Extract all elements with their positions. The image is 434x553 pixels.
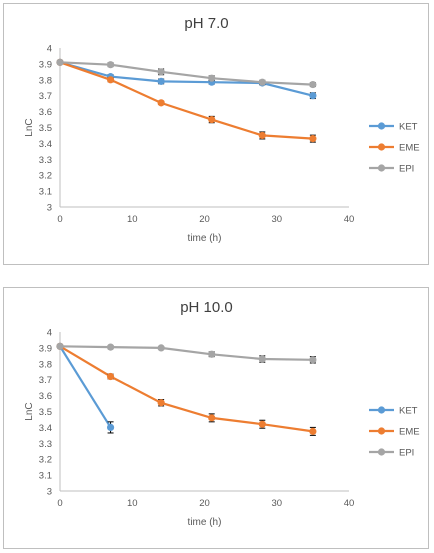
x-tick-label: 40 <box>344 214 355 225</box>
x-tick-label: 10 <box>127 498 138 509</box>
data-point <box>56 342 64 350</box>
legend-marker <box>377 164 386 172</box>
x-axis-title: time (h) <box>188 233 222 244</box>
x-tick-label: 30 <box>271 214 282 225</box>
y-tick-label: 3.1 <box>39 471 52 482</box>
data-point <box>309 80 317 89</box>
legend-marker <box>377 143 386 151</box>
legend-entry-eme: EME <box>369 143 420 154</box>
series-line <box>59 345 314 433</box>
data-point <box>157 77 165 85</box>
x-tick-label: 0 <box>57 214 62 225</box>
legend-entry-epi: EPI <box>369 448 414 459</box>
chart-title: pH 10.0 <box>180 299 233 316</box>
series-line <box>59 61 313 140</box>
data-point <box>309 92 317 100</box>
data-point <box>309 135 317 143</box>
data-point <box>258 131 266 140</box>
data-point <box>258 78 266 86</box>
legend-marker <box>377 448 386 456</box>
y-tick-label: 3.8 <box>39 359 52 370</box>
y-tick-label: 3.4 <box>39 423 52 434</box>
data-point <box>208 414 216 422</box>
series-epi <box>56 342 317 364</box>
chart-ph7: pH 7.033.13.23.33.43.53.63.73.83.940 10 20… <box>24 15 420 244</box>
data-point <box>157 399 165 407</box>
legend-label: EME <box>399 427 420 438</box>
data-point <box>157 344 165 352</box>
x-tick-label: 10 <box>127 214 138 225</box>
series-epi <box>56 58 317 89</box>
series-line <box>59 61 313 86</box>
data-point <box>258 420 266 428</box>
y-tick-label: 3.6 <box>39 391 52 402</box>
y-tick-label: 3.2 <box>39 171 52 182</box>
x-axis-title: time (h) <box>188 517 222 528</box>
data-point <box>208 115 216 124</box>
y-tick-label: 4 <box>47 328 52 339</box>
y-tick-label: 4 <box>47 44 52 55</box>
y-tick-label: 3.5 <box>39 407 52 418</box>
y-tick-label: 3 <box>47 203 52 214</box>
series-line <box>59 345 112 428</box>
x-tick-label: 40 <box>344 498 355 509</box>
y-tick-label: 3.7 <box>39 375 52 386</box>
legend-label: KET <box>399 406 418 417</box>
data-point <box>208 74 216 82</box>
data-point <box>56 58 64 66</box>
x-tick-label: 20 <box>199 214 210 225</box>
data-point <box>106 76 115 84</box>
chart-ph10: pH 10.033.13.23.33.43.53.63.73.83.940 10 2… <box>24 299 420 528</box>
legend-label: EPI <box>399 448 414 459</box>
y-tick-label: 3 <box>47 487 52 498</box>
legend-marker <box>377 406 386 414</box>
series-line <box>59 61 314 97</box>
legend-entry-epi: EPI <box>369 164 414 175</box>
y-tick-label: 3.3 <box>39 155 52 166</box>
legend-marker <box>377 122 386 130</box>
y-tick-label: 3.1 <box>39 187 52 198</box>
x-tick-label: 20 <box>199 498 210 509</box>
legend-label: EPI <box>399 164 414 175</box>
data-point <box>106 343 115 351</box>
legend-entry-ket: KET <box>369 122 418 133</box>
data-point <box>157 68 165 76</box>
series-eme <box>56 342 317 436</box>
data-point <box>106 423 115 431</box>
x-tick-label: 30 <box>271 498 282 509</box>
series-line <box>59 345 313 361</box>
legend-label: EME <box>399 143 420 154</box>
chart-panel-ph10: pH 10.0 3 3.1 3.2 3.3 3.4 3.5 3.6 3.7 3.8 3.9 4 0 10 2… <box>3 287 429 549</box>
y-axis-title: LnC <box>24 118 35 136</box>
series-ket <box>56 342 115 434</box>
y-tick-label: 3.3 <box>39 439 52 450</box>
chart-title: pH 7.0 <box>184 15 228 32</box>
y-axis-title: LnC <box>24 402 35 420</box>
y-tick-label: 3.4 <box>39 139 52 150</box>
data-point <box>157 99 165 107</box>
legend-entry-eme: EME <box>369 427 420 438</box>
y-tick-label: 3.7 <box>39 91 52 102</box>
legend-entry-ket: KET <box>369 406 418 417</box>
data-point <box>309 427 317 435</box>
legend-marker <box>377 427 386 435</box>
y-tick-label: 3.9 <box>39 343 52 354</box>
x-tick-label: 0 <box>57 498 62 509</box>
data-point <box>258 355 266 363</box>
legend-label: KET <box>399 122 418 133</box>
data-point <box>106 372 115 381</box>
y-tick-label: 3.2 <box>39 455 52 466</box>
y-tick-label: 3.8 <box>39 75 52 86</box>
data-point <box>208 350 216 358</box>
data-point <box>309 356 317 364</box>
data-point <box>106 61 115 69</box>
y-tick-label: 3.5 <box>39 123 52 134</box>
y-tick-label: 3.6 <box>39 107 52 118</box>
chart-panel-ph7: pH 7.0 3 3.1 3.2 3.3 3.4 3.5 3.6 3.7 3.8 3.9 4 0 10 20… <box>3 3 429 265</box>
y-tick-label: 3.9 <box>39 59 52 70</box>
